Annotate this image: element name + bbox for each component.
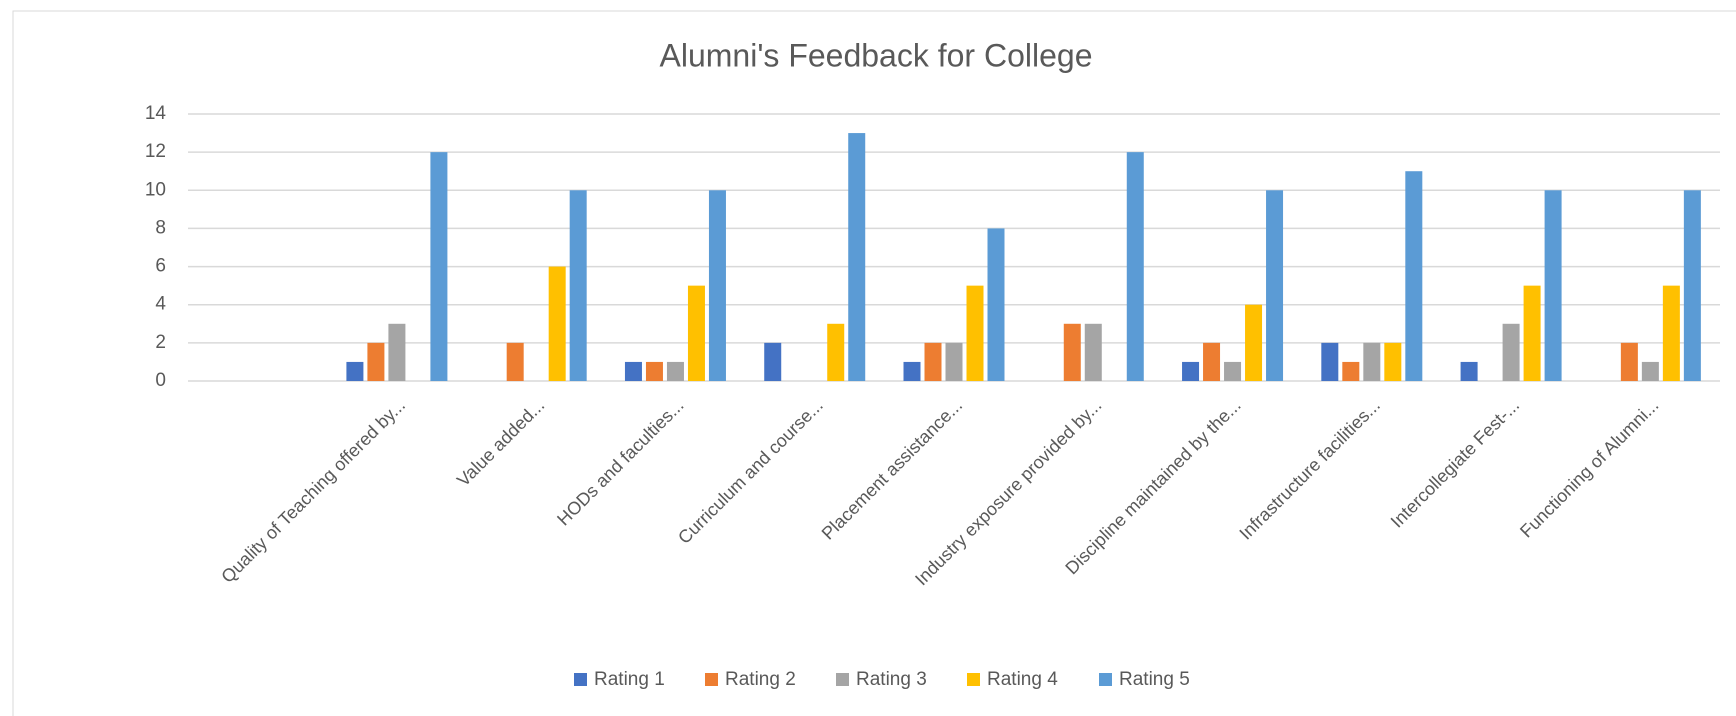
bar bbox=[430, 152, 448, 381]
legend-swatch bbox=[574, 673, 587, 686]
bar bbox=[569, 190, 587, 381]
bar bbox=[1063, 323, 1081, 381]
y-tick-label: 6 bbox=[155, 256, 166, 277]
bar bbox=[764, 342, 782, 381]
y-tick-label: 10 bbox=[145, 179, 166, 200]
bar bbox=[966, 285, 984, 381]
y-tick-label: 14 bbox=[145, 103, 167, 124]
chart-title: Alumni's Feedback for College bbox=[660, 37, 1093, 73]
legend-swatch bbox=[705, 673, 718, 686]
bar bbox=[388, 323, 406, 381]
bar bbox=[1084, 323, 1102, 381]
y-tick-label: 8 bbox=[155, 217, 166, 238]
bar bbox=[987, 228, 1005, 381]
legend-swatch bbox=[836, 673, 849, 686]
bar bbox=[367, 342, 385, 381]
bar bbox=[1203, 342, 1221, 381]
bar bbox=[1266, 190, 1284, 381]
bar bbox=[1363, 342, 1381, 381]
y-tick-label: 2 bbox=[155, 332, 166, 353]
y-tick-label: 4 bbox=[155, 294, 166, 315]
bar bbox=[708, 190, 726, 381]
legend-swatch bbox=[967, 673, 980, 686]
bar bbox=[1405, 171, 1423, 381]
y-tick-label: 0 bbox=[155, 370, 166, 391]
bar bbox=[1224, 361, 1242, 381]
bar bbox=[1342, 361, 1360, 381]
bar bbox=[1182, 361, 1200, 381]
bar bbox=[346, 361, 364, 381]
legend-label: Rating 1 bbox=[594, 669, 665, 690]
bar bbox=[1245, 304, 1263, 381]
bar bbox=[1523, 285, 1541, 381]
bar bbox=[1620, 342, 1638, 381]
legend-swatch bbox=[1099, 673, 1112, 686]
bar bbox=[687, 285, 705, 381]
bar bbox=[666, 361, 684, 381]
bar bbox=[848, 133, 866, 381]
bar bbox=[506, 342, 524, 381]
bar bbox=[1683, 190, 1701, 381]
chart-border bbox=[12, 10, 1736, 716]
bar bbox=[1641, 361, 1659, 381]
legend-label: Rating 5 bbox=[1119, 669, 1190, 690]
bar bbox=[548, 266, 566, 381]
bar bbox=[1321, 342, 1339, 381]
bar bbox=[1384, 342, 1402, 381]
bar bbox=[903, 361, 921, 381]
bar bbox=[1662, 285, 1680, 381]
bar bbox=[827, 323, 845, 381]
bar bbox=[645, 361, 663, 381]
legend-label: Rating 4 bbox=[987, 669, 1058, 690]
bar bbox=[1460, 361, 1478, 381]
legend-label: Rating 2 bbox=[725, 669, 796, 690]
bar bbox=[945, 342, 963, 381]
bar bbox=[1502, 323, 1520, 381]
bar bbox=[1126, 152, 1144, 381]
bar bbox=[1544, 190, 1562, 381]
bar bbox=[624, 361, 642, 381]
legend-label: Rating 3 bbox=[856, 669, 927, 690]
y-tick-label: 12 bbox=[145, 141, 166, 162]
bar bbox=[924, 342, 942, 381]
